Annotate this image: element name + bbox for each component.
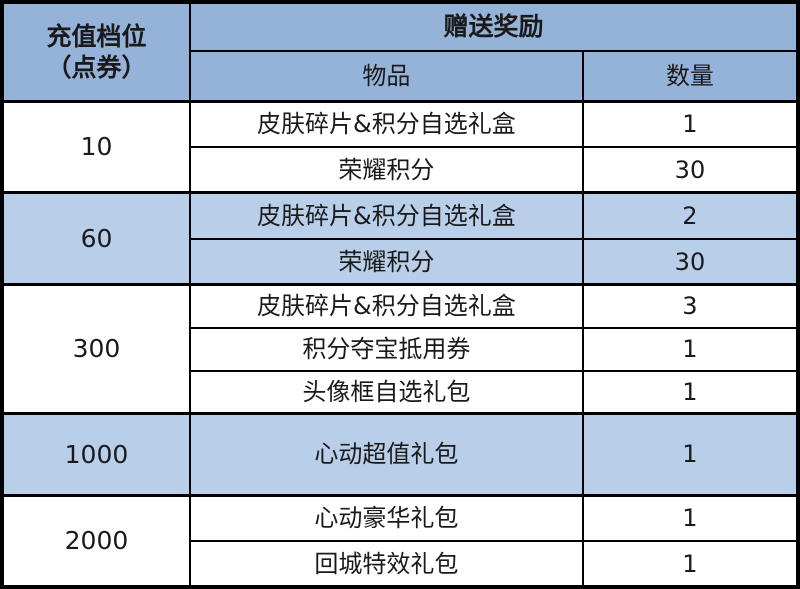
item-name: 回城特效礼包 <box>188 540 584 588</box>
item-qty: 1 <box>581 369 800 415</box>
item-qty: 1 <box>581 100 800 148</box>
tier-group-2000: 2000 心动豪华礼包 1 回城特效礼包 1 <box>1 494 800 588</box>
table-row: 头像框自选礼包 1 <box>2 369 800 415</box>
tier-value: 10 <box>1 100 191 194</box>
item-qty: 30 <box>581 145 800 194</box>
table-row: 积分夺宝抵用券 1 <box>2 326 800 372</box>
item-qty: 2 <box>581 191 800 240</box>
item-qty: 1 <box>581 494 800 543</box>
tier-group-60: 60 皮肤碎片&积分自选礼盒 2 荣耀积分 30 <box>1 191 800 286</box>
item-qty: 1 <box>581 540 800 588</box>
item-name: 皮肤碎片&积分自选礼盒 <box>188 283 584 329</box>
item-name: 积分夺宝抵用券 <box>188 326 584 372</box>
item-name: 荣耀积分 <box>188 145 584 194</box>
item-name: 皮肤碎片&积分自选礼盒 <box>188 100 584 148</box>
tier-value: 60 <box>1 191 191 286</box>
reward-column-header: 赠送奖励 <box>188 1 800 52</box>
item-qty: 1 <box>581 412 800 497</box>
tier-column-header: 充值档位 （点券） <box>1 1 191 102</box>
item-qty: 3 <box>581 283 800 329</box>
table-row: 300 皮肤碎片&积分自选礼盒 3 <box>1 283 800 415</box>
table-row: 荣耀积分 30 <box>2 237 800 286</box>
table-row: 回城特效礼包 1 <box>2 540 800 588</box>
table-row: 1000 心动超值礼包 1 <box>1 412 800 497</box>
tier-header-line2: （点券） <box>46 52 147 82</box>
table-row: 10 皮肤碎片&积分自选礼盒 1 <box>1 100 800 194</box>
item-qty: 30 <box>581 237 800 286</box>
item-column-header: 物品 <box>188 50 584 102</box>
table-row: 60 皮肤碎片&积分自选礼盒 2 <box>1 191 800 286</box>
item-name: 荣耀积分 <box>188 237 584 286</box>
tier-group-10: 10 皮肤碎片&积分自选礼盒 1 荣耀积分 30 <box>1 100 800 194</box>
item-qty: 1 <box>581 326 800 372</box>
table-row: 荣耀积分 30 <box>2 145 800 194</box>
tier-value: 2000 <box>1 494 191 588</box>
item-name: 皮肤碎片&积分自选礼盒 <box>188 191 584 240</box>
item-name: 头像框自选礼包 <box>188 369 584 415</box>
item-name: 心动超值礼包 <box>188 412 584 497</box>
tier-value: 1000 <box>1 412 191 497</box>
tier-header-line1: 充值档位 <box>46 21 147 51</box>
tier-group-300: 300 皮肤碎片&积分自选礼盒 3 积分夺宝抵用券 1 头像框自选礼包 1 <box>1 283 800 415</box>
tier-group-1000: 1000 心动超值礼包 1 <box>1 412 800 497</box>
item-name: 心动豪华礼包 <box>188 494 584 543</box>
table-header: 充值档位 （点券） 赠送奖励 物品 数量 <box>1 1 800 102</box>
table-row: 2000 心动豪华礼包 1 <box>1 494 800 588</box>
qty-column-header: 数量 <box>581 50 800 102</box>
tier-value: 300 <box>1 283 191 415</box>
